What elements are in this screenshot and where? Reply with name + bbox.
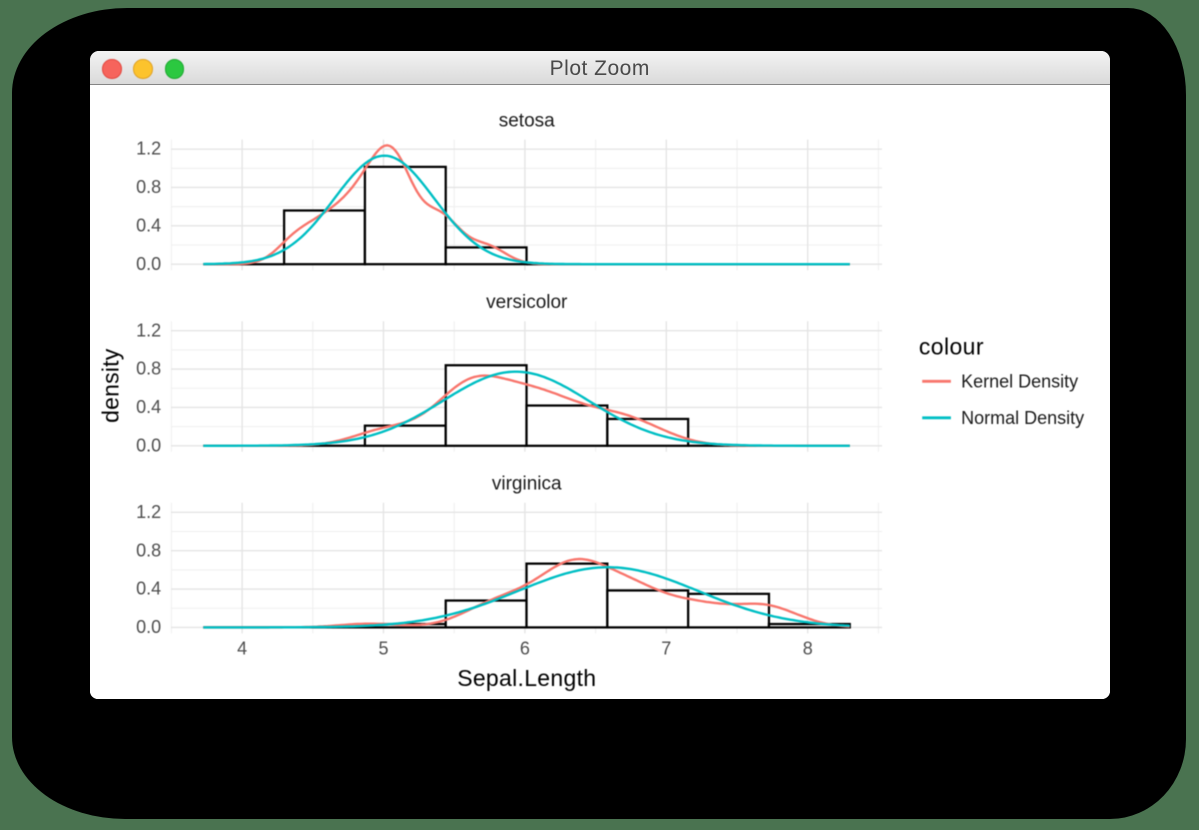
svg-text:versicolor: versicolor: [486, 292, 568, 313]
svg-text:0.0: 0.0: [136, 435, 161, 455]
svg-text:6: 6: [519, 639, 529, 659]
svg-text:density: density: [97, 348, 123, 423]
svg-text:0.8: 0.8: [136, 359, 161, 379]
svg-text:setosa: setosa: [498, 110, 554, 131]
svg-text:1.2: 1.2: [136, 502, 161, 522]
svg-text:0.4: 0.4: [136, 397, 161, 417]
svg-text:Sepal.Length: Sepal.Length: [457, 665, 596, 691]
svg-text:0.4: 0.4: [136, 579, 161, 599]
svg-text:Kernel Density: Kernel Density: [961, 371, 1078, 391]
svg-text:1.2: 1.2: [136, 139, 161, 159]
svg-text:4: 4: [237, 639, 247, 659]
svg-text:0.8: 0.8: [136, 540, 161, 560]
svg-text:5: 5: [378, 639, 388, 659]
svg-text:0.8: 0.8: [136, 177, 161, 197]
svg-text:8: 8: [802, 639, 812, 659]
svg-text:1.2: 1.2: [136, 320, 161, 340]
svg-text:colour: colour: [918, 333, 983, 359]
svg-text:0.4: 0.4: [136, 215, 161, 235]
svg-text:7: 7: [661, 639, 671, 659]
svg-text:Normal Density: Normal Density: [961, 408, 1084, 428]
svg-text:0.0: 0.0: [136, 254, 161, 274]
svg-text:0.0: 0.0: [136, 617, 161, 637]
svg-text:virginica: virginica: [491, 473, 561, 494]
